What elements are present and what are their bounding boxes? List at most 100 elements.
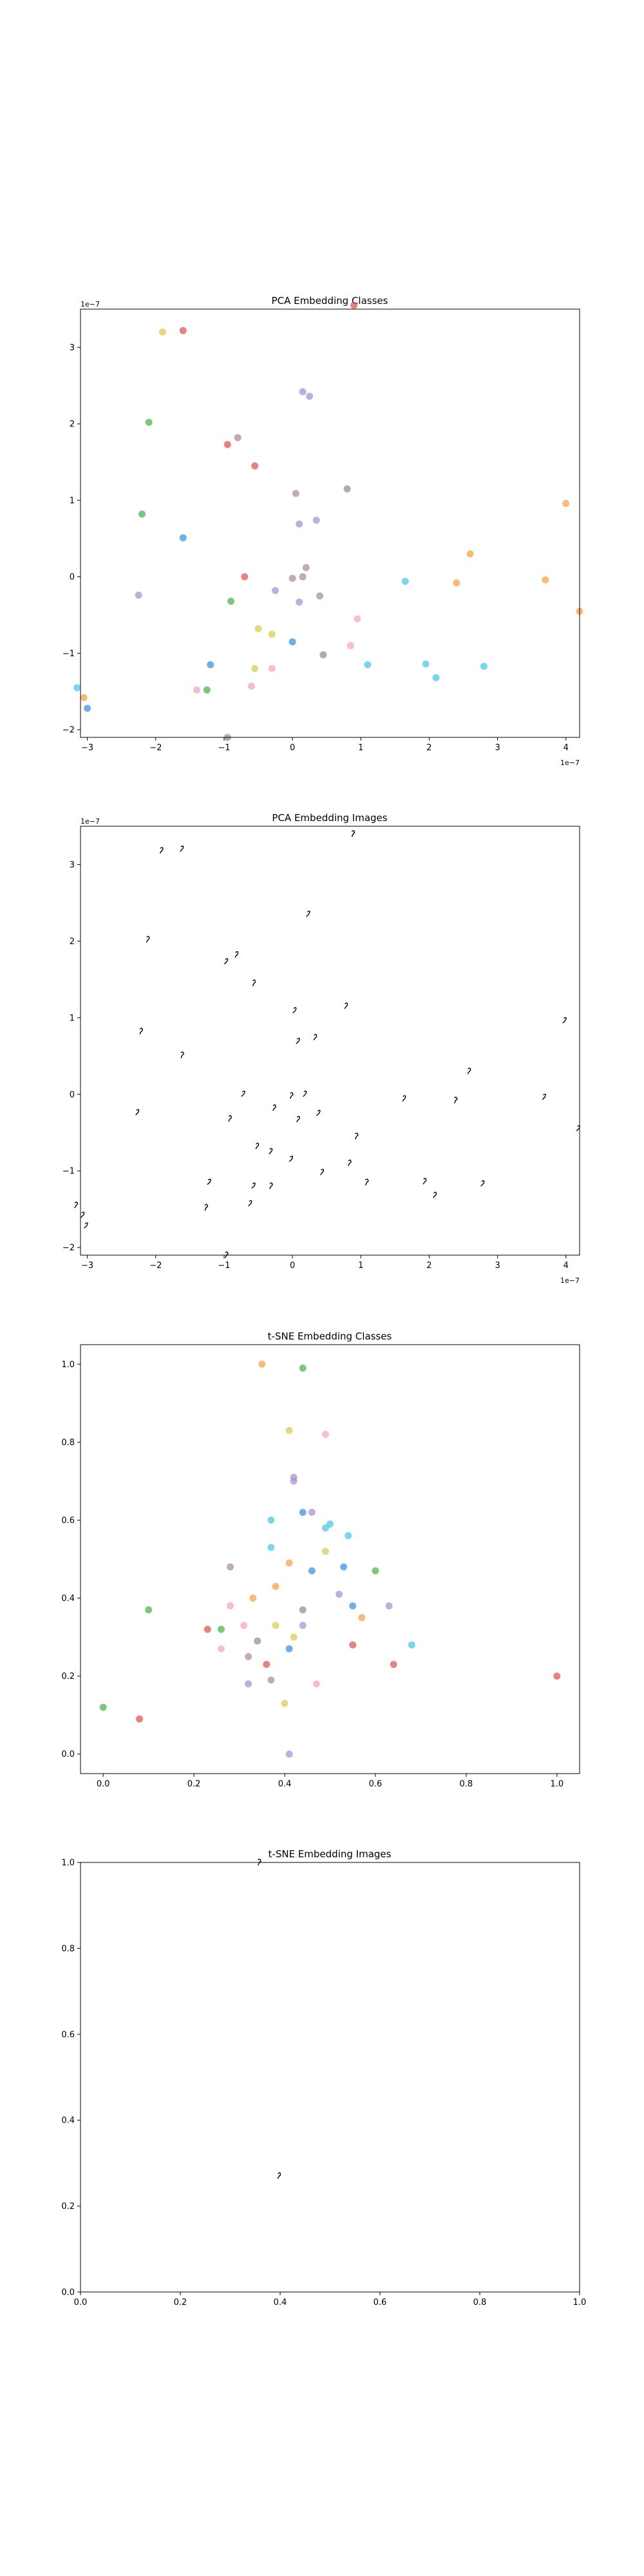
data-point — [299, 1364, 307, 1372]
data-point — [562, 500, 570, 507]
digit-thumbnail — [320, 1168, 324, 1175]
y-tick-label: 0.4 — [61, 2116, 75, 2126]
x-ticks: 0.0 0.2 0.4 0.6 0.8 1.0 — [74, 2292, 586, 2307]
y-tick-label: −1 — [62, 1167, 75, 1177]
data-point — [145, 1606, 153, 1614]
data-point — [203, 686, 211, 694]
x-tick-label: −1 — [218, 1261, 230, 1271]
x-tick-label: 1 — [358, 743, 363, 753]
digit-stroke — [542, 1094, 546, 1100]
digit-stroke — [135, 1109, 140, 1115]
digit-thumbnail — [351, 830, 355, 837]
data-point — [292, 489, 299, 497]
digit-thumbnail — [251, 1182, 256, 1189]
digit-stroke — [180, 845, 184, 852]
digit-thumbnail — [74, 1201, 78, 1208]
digit-stroke — [225, 1251, 229, 1258]
chart-title: PCA Embedding Images — [272, 812, 387, 824]
digit-thumbnail — [290, 1092, 294, 1099]
digit-stroke — [320, 1168, 324, 1175]
digit-stroke — [313, 1034, 317, 1041]
data-point — [258, 1360, 266, 1368]
data-point — [299, 1606, 307, 1614]
digit-stroke — [296, 1115, 300, 1122]
digit-thumbnail — [269, 1182, 273, 1189]
data-point — [466, 550, 474, 558]
y-offset-label: 1e−7 — [80, 300, 100, 308]
digit-stroke — [255, 1142, 260, 1150]
digit-thumbnail — [344, 1002, 348, 1009]
digit-thumbnail — [204, 1204, 209, 1211]
digit-stroke — [139, 1027, 143, 1035]
x-tick-label: 0.6 — [369, 1779, 383, 1789]
digit-stroke — [80, 1211, 85, 1218]
digit-thumbnail — [160, 847, 164, 854]
data-point — [193, 686, 200, 694]
x-tick-label: 2 — [426, 1261, 431, 1271]
data-point — [179, 327, 187, 334]
data-point — [268, 630, 276, 638]
data-point — [336, 1590, 343, 1598]
digit-thumbnail — [269, 1148, 273, 1155]
digit-stroke — [234, 951, 239, 958]
digit-stroke — [241, 1090, 245, 1097]
x-tick-label: −3 — [81, 1261, 93, 1271]
data-points — [258, 1859, 281, 2179]
data-point — [319, 651, 327, 659]
x-tick-label: 4 — [564, 743, 569, 753]
x-offset-label: 1e−7 — [560, 759, 580, 767]
digit-thumbnail — [454, 1096, 458, 1104]
digit-thumbnail — [272, 1104, 276, 1111]
digit-stroke — [277, 2172, 281, 2179]
data-point — [245, 1680, 252, 1688]
data-point — [272, 1582, 279, 1590]
data-point — [340, 1563, 348, 1571]
data-point — [73, 684, 81, 692]
digit-thumbnail — [252, 979, 256, 987]
digit-thumbnail — [480, 1180, 485, 1187]
y-tick-label: 0.2 — [61, 2202, 75, 2211]
digit-thumbnail — [139, 1027, 143, 1035]
digit-stroke — [402, 1095, 406, 1102]
x-tick-label: 3 — [495, 1261, 500, 1271]
digit-thumbnail — [234, 951, 239, 958]
data-point — [542, 576, 549, 583]
data-point — [299, 573, 307, 581]
data-point — [217, 1645, 225, 1653]
y-tick-label: 1.0 — [61, 1360, 75, 1370]
digit-thumbnail — [84, 1222, 88, 1229]
data-point — [234, 434, 242, 441]
data-point — [302, 564, 310, 571]
data-point — [553, 1672, 561, 1680]
y-tick-label: 1.0 — [61, 1859, 75, 1868]
x-tick-label: −2 — [149, 743, 162, 753]
data-point — [84, 705, 91, 712]
digit-stroke — [204, 1204, 209, 1211]
data-point — [207, 661, 214, 668]
digit-stroke — [146, 936, 150, 943]
y-tick-label: 3 — [70, 860, 75, 870]
digit-thumbnail — [402, 1095, 406, 1102]
data-point — [321, 1524, 329, 1532]
y-tick-label: 3 — [70, 343, 75, 353]
x-tick-label: −3 — [81, 743, 93, 753]
panel-tsne-classes: t-SNE Embedding Classes 0.0 0.2 0.4 0.6 0.8 1… — [61, 1331, 580, 1789]
digit-stroke — [454, 1096, 458, 1104]
y-tick-label: −2 — [62, 1244, 75, 1253]
y-tick-label: 0.4 — [61, 1594, 75, 1604]
data-point — [254, 1637, 261, 1645]
data-point — [290, 1633, 298, 1641]
digit-stroke — [344, 1002, 348, 1009]
data-points — [99, 1360, 561, 1758]
data-point — [227, 1563, 234, 1571]
data-point — [99, 1703, 107, 1711]
digit-stroke — [296, 1037, 300, 1044]
digit-stroke — [480, 1180, 485, 1187]
data-point — [138, 510, 146, 518]
data-point — [267, 1516, 275, 1524]
data-point — [390, 1660, 397, 1668]
digit-thumbnail — [542, 1094, 546, 1100]
x-tick-label: 1.0 — [550, 1779, 564, 1789]
digit-thumbnail — [248, 1200, 252, 1207]
